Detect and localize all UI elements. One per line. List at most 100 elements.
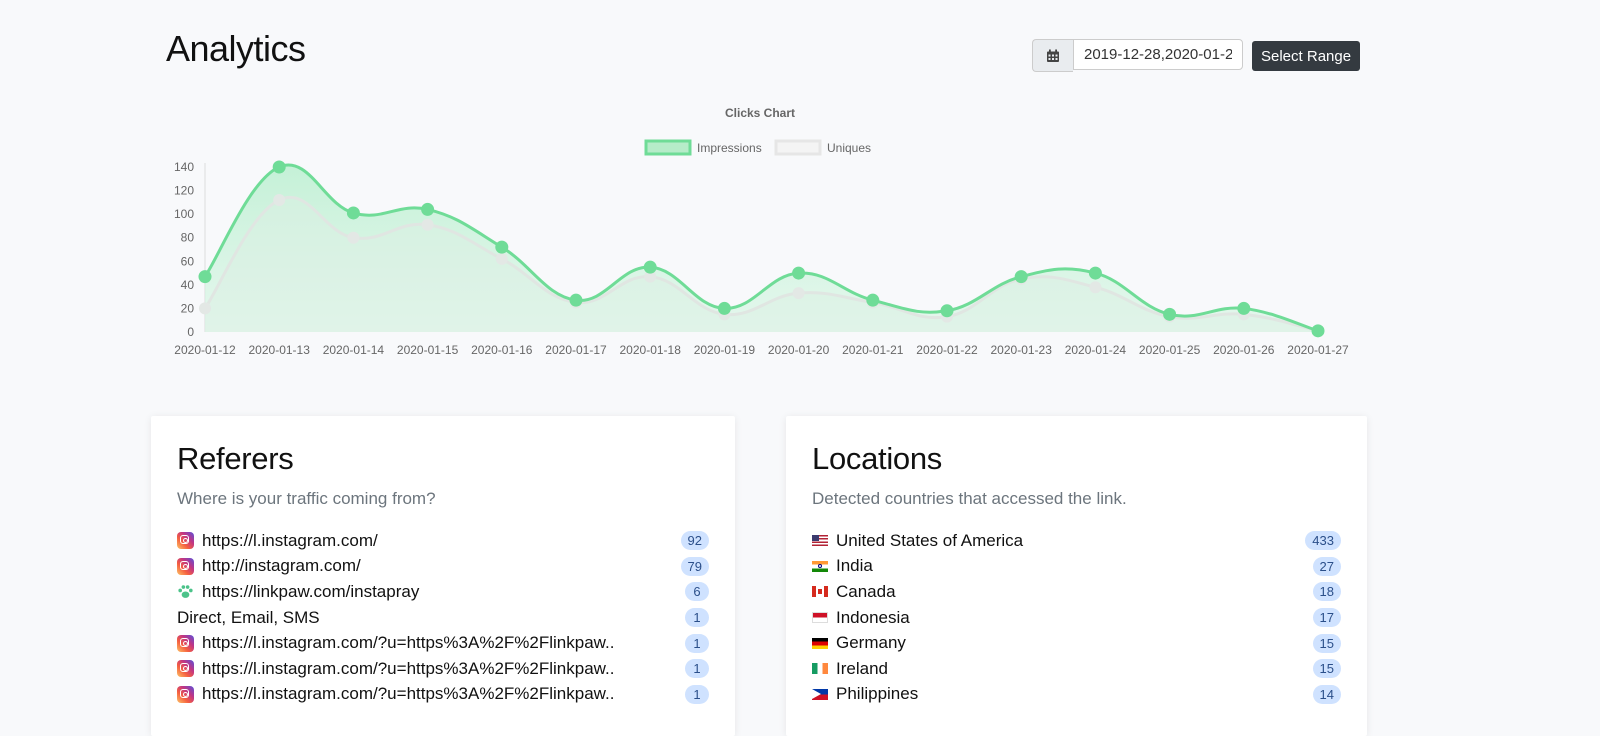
uniques-point [273,194,286,206]
y-tick-label: 60 [181,254,195,268]
y-tick-label: 120 [174,184,194,198]
referer-item[interactable]: https://l.instagram.com/?u=https%3A%2F%2… [177,630,709,656]
uniques-point [347,231,360,244]
impressions-point [1163,307,1177,321]
x-tick-label: 2020-01-25 [1139,343,1201,357]
locations-list: United States of America 433 India 27 Canada… [812,528,1341,707]
referer-item[interactable]: https://linkpaw.com/instapray 6 [177,579,709,605]
location-item[interactable]: India 27 [812,554,1341,580]
count-badge: 15 [1312,659,1341,679]
count-badge: 1 [685,608,709,628]
referer-item[interactable]: https://l.instagram.com/?u=https%3A%2F%2… [177,656,709,682]
select-range-button[interactable]: Select Range [1252,41,1361,71]
y-tick-label: 20 [181,301,195,315]
instagram-icon [177,660,194,678]
referer-item[interactable]: https://l.instagram.com/?u=https%3A%2F%2… [177,682,709,708]
location-item[interactable]: Germany 15 [812,630,1341,656]
location-item[interactable]: Canada 18 [812,579,1341,605]
legend-label: Uniques [827,141,871,155]
impressions-point [346,206,360,220]
legend-swatch-impressions [644,139,692,156]
impressions-point [198,270,212,284]
referers-title: Referers [177,441,294,476]
location-label: United States of America [836,530,1024,550]
calendar-icon[interactable] [1032,39,1073,72]
referer-item[interactable]: http://instagram.com/79 [177,554,709,580]
clicks-chart: Clicks Chart Impressions Uniques 0 20 40 60 80 1… [174,106,1349,357]
x-tick-label: 2020-01-17 [545,343,607,357]
referer-item[interactable]: https://l.instagram.com/92 [177,528,709,554]
page-title: Analytics [166,28,306,69]
count-badge: 1 [685,659,709,679]
flag-ie-icon [812,663,828,675]
date-range-input[interactable] [1073,39,1243,70]
count-badge: 27 [1312,556,1341,576]
paw-icon [178,585,193,599]
impressions-line [203,163,1319,333]
x-tick-label: 2020-01-24 [1065,343,1127,357]
x-tick-label: 2020-01-14 [323,343,385,357]
count-badge: 15 [1312,633,1341,653]
count-badge: 433 [1305,531,1341,551]
uniques-point [792,287,805,300]
referer-label: https://l.instagram.com/?u=https%3A%2F%2… [202,658,615,678]
uniques-area [205,197,1318,332]
referer-label: https://l.instagram.com/ [202,530,378,550]
x-tick-label: 2020-01-16 [471,343,533,357]
locations-title: Locations [812,441,943,476]
uniques-point [1089,281,1102,294]
impressions-point [940,304,954,318]
instagram-icon [177,557,194,575]
x-tick-label: 2020-01-18 [620,343,682,357]
flag-de-icon [812,637,828,649]
x-tick-label: 2020-01-20 [768,343,830,357]
locations-card: Locations Detected countries that access… [786,416,1367,736]
flag-in-icon [812,560,828,572]
referer-item[interactable]: Direct, Email, SMS 1 [177,605,709,631]
x-tick-label: 2020-01-12 [174,343,236,357]
referer-label: Direct, Email, SMS [177,607,320,627]
impressions-point [495,240,509,254]
location-label: India [836,556,873,576]
impressions-point [1311,324,1325,338]
x-tick-label: 2020-01-15 [397,343,459,357]
x-tick-label: 2020-01-23 [991,343,1053,357]
location-item[interactable]: Ireland 15 [812,656,1341,682]
location-item[interactable]: United States of America 433 [812,528,1341,554]
count-badge: 1 [685,633,709,653]
count-badge: 79 [680,556,709,576]
uniques-point [199,302,211,315]
instagram-icon [177,634,194,652]
count-badge: 92 [680,531,709,551]
y-tick-label: 80 [181,231,195,245]
legend-swatch-uniques [774,139,822,156]
impressions-point [569,293,583,307]
referer-label: https://l.instagram.com/?u=https%3A%2F%2… [202,684,615,704]
location-label: Germany [836,633,906,653]
impressions-point [866,293,880,307]
count-badge: 1 [685,684,709,704]
location-label: Canada [836,581,896,601]
flag-us-icon [812,535,828,547]
location-item[interactable]: Philippines 14 [812,682,1341,708]
locations-subtitle: Detected countries that accessed the lin… [812,489,1127,508]
y-tick-label: 140 [174,160,194,174]
count-badge: 14 [1312,684,1341,704]
uniques-point [644,270,657,283]
referers-card: Referers Where is your traffic coming fr… [151,416,735,736]
impressions-point [1237,301,1251,315]
flag-ph-icon [812,688,828,700]
y-tick-label: 0 [187,325,194,339]
impressions-point [792,266,806,280]
count-badge: 6 [685,582,709,602]
flag-ca-icon [812,586,828,598]
impressions-point [643,260,657,274]
impressions-point [717,301,731,315]
referer-label: http://instagram.com/ [202,556,361,576]
legend-label: Impressions [697,141,762,155]
x-tick-label: 2020-01-19 [694,343,756,357]
impressions-point [272,160,286,174]
location-item[interactable]: Indonesia 17 [812,605,1341,631]
referer-label: https://linkpaw.com/instapray [202,581,420,601]
chart-title: Clicks Chart [725,106,795,120]
